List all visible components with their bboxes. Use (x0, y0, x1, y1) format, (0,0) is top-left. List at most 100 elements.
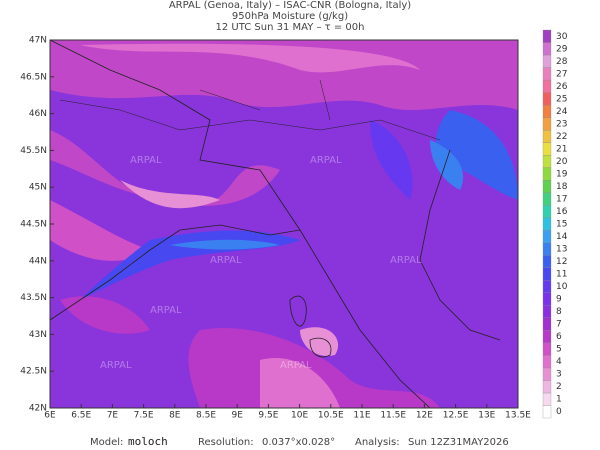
colorbar-swatch (542, 117, 552, 131)
footer-value: moloch (128, 435, 168, 448)
watermark: ARPAL (210, 255, 242, 266)
colorbar-swatch (542, 405, 552, 419)
lat-tick-label: 47N (29, 36, 47, 46)
colorbar-swatch (542, 29, 552, 43)
lon-tick-label: 7E (107, 411, 119, 421)
colorbar-label: 21 (556, 144, 567, 154)
lat-tick-label: 42.5N (20, 367, 47, 377)
colorbar-label: 22 (556, 132, 567, 142)
lon-tick-label: 9E (231, 411, 243, 421)
colorbar-swatch (542, 380, 552, 394)
colorbar-label: 7 (556, 320, 562, 330)
watermark: ARPAL (390, 255, 422, 266)
colorbar-swatch (542, 167, 552, 181)
colorbar-label: 1 (556, 395, 562, 405)
colorbar-label: 5 (556, 345, 562, 355)
colorbar-label: 6 (556, 332, 562, 342)
colorbar-label: 26 (556, 82, 568, 92)
lat-tick-label: 46N (29, 109, 47, 119)
colorbar-label: 10 (556, 282, 568, 292)
lon-tick-label: 8.5E (196, 411, 216, 421)
colorbar-label: 25 (556, 94, 567, 104)
footer-value: Sun 12Z31MAY2026 (408, 437, 509, 448)
colorbar-swatch (542, 280, 552, 293)
lat-tick-label: 45N (29, 183, 47, 193)
lon-tick-label: 7.5E (134, 411, 154, 421)
colorbar-swatch (542, 255, 552, 268)
colorbar-swatch (542, 205, 552, 218)
colorbar-label: 29 (556, 44, 568, 54)
watermark: ARPAL (280, 360, 312, 371)
lon-tick-label: 13E (478, 411, 495, 421)
colorbar-swatch (542, 367, 552, 381)
colorbar-swatch (542, 79, 552, 93)
colorbar-swatch (542, 142, 552, 156)
colorbar-swatch (542, 192, 552, 206)
watermark: ARPAL (130, 155, 162, 166)
lon-tick-label: 10E (291, 411, 308, 421)
lon-tick-label: 8E (169, 411, 181, 421)
header-line: 950hPa Moisture (g/kg) (232, 11, 348, 22)
lat-tick-label: 43N (29, 330, 47, 340)
colorbar-label: 24 (556, 107, 568, 117)
footer-label: Model: (90, 437, 123, 448)
watermark: ARPAL (100, 360, 132, 371)
lat-tick-label: 46.5N (20, 72, 47, 82)
colorbar-label: 15 (556, 220, 567, 230)
lon-tick-label: 10.5E (318, 411, 344, 421)
colorbar-label: 23 (556, 119, 567, 129)
colorbar-swatch (542, 67, 552, 81)
watermark: ARPAL (150, 305, 182, 316)
lat-tick-label: 44.5N (20, 220, 47, 230)
colorbar-label: 30 (556, 32, 568, 42)
lat-tick-label: 45.5N (20, 146, 47, 156)
colorbar-swatch (542, 355, 552, 369)
colorbar-swatch (542, 317, 552, 331)
moisture-field: ARPAL ARPAL ARPAL ARPAL ARPAL ARPAL ARPA… (50, 40, 518, 408)
colorbar-label: 28 (556, 57, 568, 67)
colorbar-swatch (542, 54, 552, 68)
colorbar-label: 9 (556, 295, 562, 305)
footer-value: 0.037°x0.028° (262, 437, 335, 448)
colorbar-swatch (542, 230, 552, 243)
colorbar-label: 19 (556, 169, 568, 179)
colorbar-swatch (542, 330, 552, 344)
colorbar-swatch (542, 129, 552, 143)
colorbar-swatch (542, 42, 552, 56)
lon-tick-label: 11E (353, 411, 370, 421)
colorbar-label: 14 (556, 232, 568, 242)
colorbar-label: 3 (556, 370, 562, 380)
lat-tick-label: 43.5N (20, 293, 47, 303)
colorbar-swatch (542, 217, 552, 231)
lon-tick-label: 6E (44, 411, 56, 421)
colorbar-swatch (542, 242, 552, 256)
colorbar-label: 0 (556, 407, 562, 417)
lat-tick-label: 44N (29, 256, 47, 266)
colorbar-label: 2 (556, 382, 562, 392)
colorbar-label: 27 (556, 69, 567, 79)
colorbar-label: 12 (556, 257, 567, 267)
watermark: ARPAL (310, 155, 342, 166)
lon-tick-label: 6.5E (71, 411, 91, 421)
colorbar-label: 17 (556, 194, 567, 204)
header-line: 12 UTC Sun 31 MAY – τ = 00h (216, 22, 365, 33)
lon-tick-label: 12.5E (443, 411, 469, 421)
lon-tick-label: 11.5E (380, 411, 406, 421)
footer-label: Analysis: (355, 437, 400, 448)
colorbar-swatch (542, 305, 552, 319)
colorbar-label: 18 (556, 182, 568, 192)
colorbar-swatch (542, 292, 552, 306)
colorbar-swatch (542, 180, 552, 193)
colorbar-swatch (542, 155, 552, 168)
colorbar-label: 11 (556, 270, 567, 280)
colorbar-label: 20 (556, 157, 568, 167)
colorbar-swatch (542, 104, 552, 118)
colorbar-swatch (542, 267, 552, 281)
footer-label: Resolution: (198, 437, 254, 448)
colorbar-label: 4 (556, 357, 562, 367)
colorbar-label: 13 (556, 245, 567, 255)
lon-tick-label: 9.5E (258, 411, 278, 421)
colorbar-swatch (542, 342, 552, 356)
